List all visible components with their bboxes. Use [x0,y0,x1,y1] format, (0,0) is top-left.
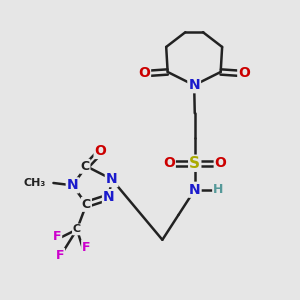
Text: S: S [189,156,200,171]
Text: F: F [82,241,91,254]
Text: O: O [94,144,106,158]
Text: O: O [138,66,150,80]
Text: N: N [189,183,201,197]
Text: N: N [188,78,200,92]
Text: F: F [56,249,64,262]
Text: C: C [80,160,89,173]
Text: CH₃: CH₃ [24,178,46,188]
Text: N: N [67,178,78,192]
Text: H: H [213,183,224,196]
Text: C: C [73,224,81,234]
Text: O: O [163,156,175,170]
Text: O: O [215,156,226,170]
Text: F: F [53,230,61,243]
Text: N: N [106,172,117,186]
Text: O: O [238,66,250,80]
Text: C: C [82,198,91,211]
Text: N: N [103,190,115,204]
